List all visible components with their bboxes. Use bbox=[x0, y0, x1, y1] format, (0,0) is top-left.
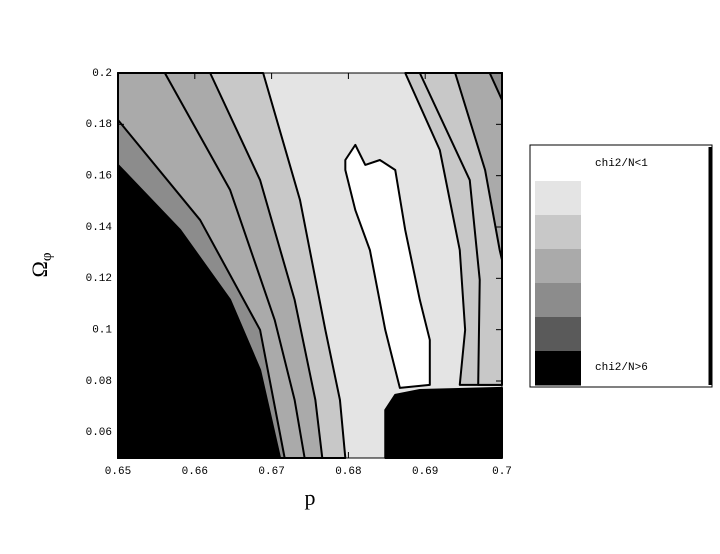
x-tick-label: 0.66 bbox=[182, 466, 208, 478]
x-tick-label: 0.69 bbox=[412, 466, 438, 478]
legend-label: chi2/N<1 bbox=[595, 158, 648, 170]
x-tick-label: 0.7 bbox=[492, 466, 512, 478]
legend-swatch bbox=[535, 181, 581, 216]
y-axis-label: Ωφ bbox=[27, 252, 55, 277]
legend-swatch bbox=[535, 317, 581, 352]
contour-region bbox=[384, 386, 503, 459]
y-tick-label: 0.18 bbox=[86, 119, 112, 131]
legend-swatch bbox=[535, 249, 581, 284]
contour-region bbox=[344, 143, 431, 389]
legend-label: chi2/N>6 bbox=[595, 362, 648, 374]
y-tick-label: 0.16 bbox=[86, 171, 112, 183]
y-tick-label: 0.1 bbox=[92, 325, 112, 337]
y-tick-label: 0.2 bbox=[92, 68, 112, 80]
y-tick-label: 0.12 bbox=[86, 273, 112, 285]
legend-swatch bbox=[535, 351, 581, 386]
y-axis-label-main: Ω bbox=[27, 261, 52, 277]
plot-frame bbox=[117, 72, 503, 459]
x-axis-label: p bbox=[305, 485, 316, 510]
x-tick-label: 0.68 bbox=[335, 466, 361, 478]
x-tick-label: 0.65 bbox=[105, 466, 131, 478]
x-tick-label: 0.67 bbox=[258, 466, 284, 478]
legend-swatch bbox=[535, 215, 581, 250]
y-tick-label: 0.08 bbox=[86, 376, 112, 388]
y-axis-label-subscript: φ bbox=[39, 252, 55, 261]
legend-swatch bbox=[535, 283, 581, 318]
y-tick-label: 0.06 bbox=[86, 427, 112, 439]
y-tick-label: 0.14 bbox=[86, 222, 113, 234]
